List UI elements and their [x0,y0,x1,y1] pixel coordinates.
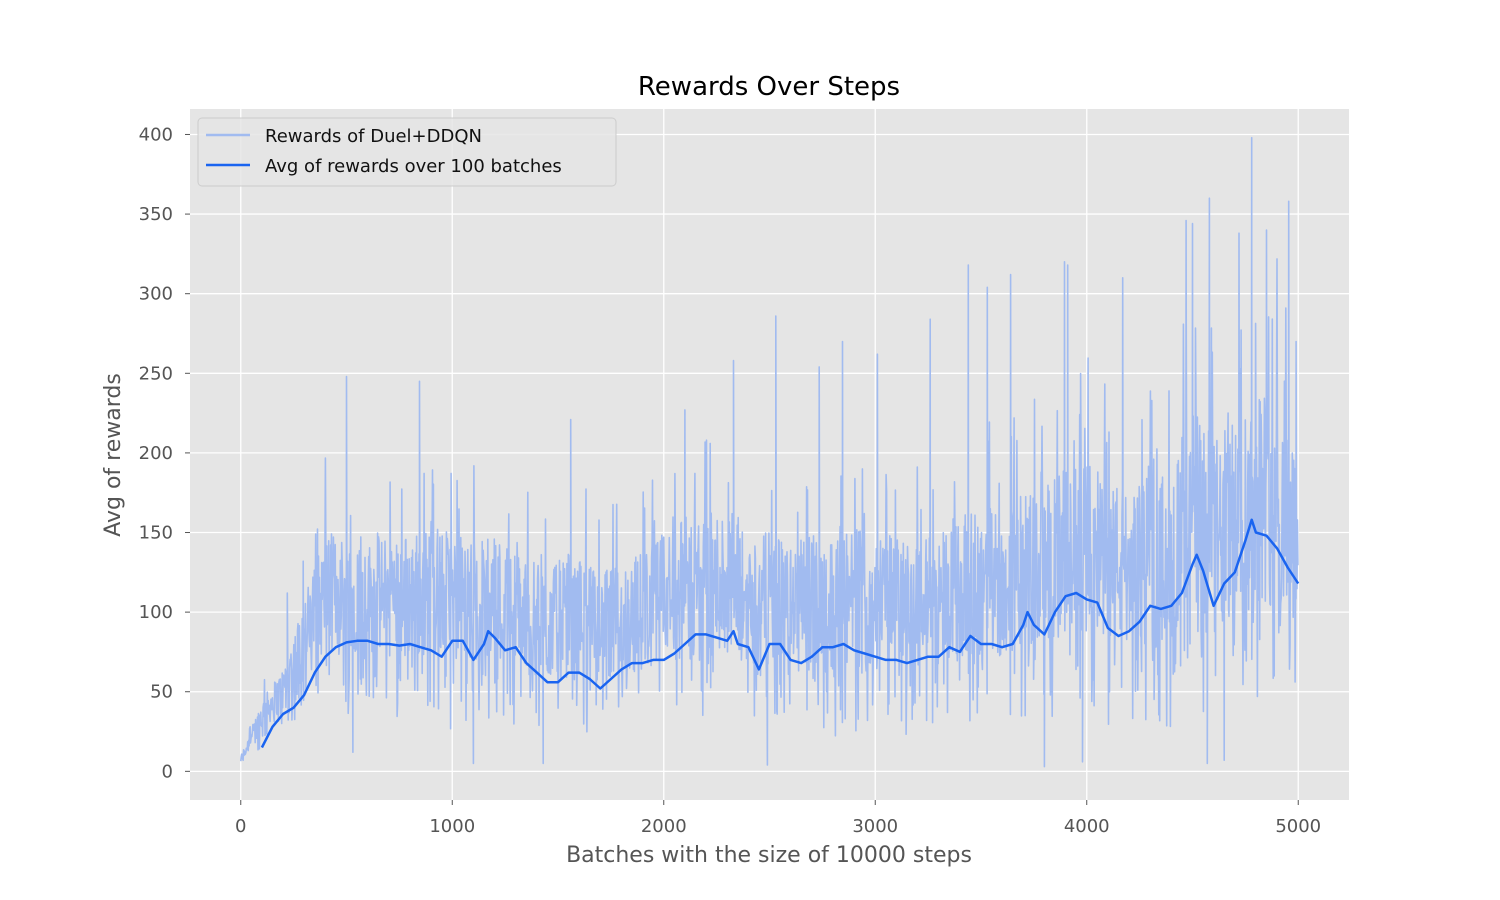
avg-series [260,518,1300,749]
y-tick-label: 200 [139,443,173,464]
y-ticks: 0 50 100 150 200 250 300 350 400 [139,124,190,782]
y-tick-label: 400 [139,124,173,145]
y-tick-label: 50 [150,682,173,703]
avg-rewards-line [260,518,1300,749]
chart-title: Rewards Over Steps [638,72,900,102]
y-tick-label: 250 [139,363,173,384]
y-tick-label: 150 [139,523,173,544]
x-tick-label: 0 [235,816,246,837]
raw-rewards-line [240,136,1299,768]
x-tick-label: 4000 [1064,816,1110,837]
legend: Rewards of Duel+DDQN Avg of rewards over… [197,117,617,187]
x-tick-label: 1000 [429,816,475,837]
raw-series [240,136,1299,768]
grid [190,109,1349,800]
y-tick-label: 0 [162,761,173,782]
x-ticks: 0 1000 2000 3000 4000 5000 [235,800,1321,837]
legend-label-raw: Rewards of Duel+DDQN [265,126,482,147]
x-axis-label: Batches with the size of 10000 steps [566,843,972,868]
plot-background [190,109,1349,800]
legend-label-avg: Avg of rewards over 100 batches [265,156,562,177]
y-axis-label: Avg of rewards [101,373,126,537]
y-tick-label: 350 [139,204,173,225]
x-tick-label: 2000 [641,816,687,837]
x-tick-label: 5000 [1275,816,1321,837]
x-tick-label: 3000 [852,816,898,837]
y-tick-label: 100 [139,602,173,623]
y-tick-label: 300 [139,284,173,305]
legend-box [197,117,617,187]
